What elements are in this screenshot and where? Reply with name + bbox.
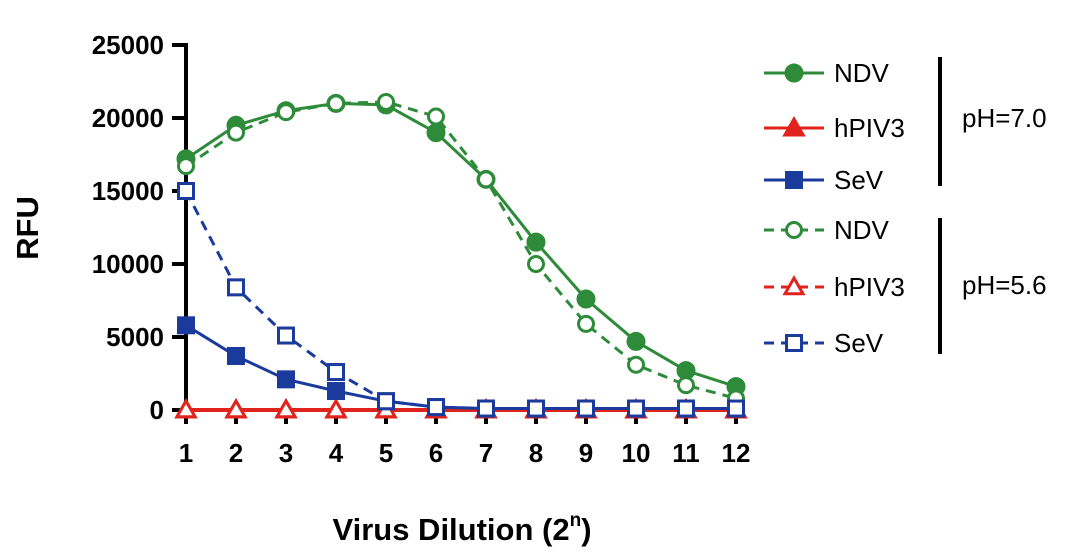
legend-entry: NDV: [764, 58, 890, 88]
data-point: [527, 399, 545, 418]
y-tick-label: 5000: [106, 322, 164, 352]
legend-label: hPIV3: [834, 113, 905, 143]
legend-label: SeV: [834, 328, 884, 358]
data-point: [327, 94, 345, 113]
legend-label: hPIV3: [834, 272, 905, 302]
x-tick-label: 9: [579, 438, 593, 468]
x-tick-label: 1: [179, 438, 193, 468]
x-tick-label: 10: [622, 438, 651, 468]
legend-marker: [782, 115, 806, 137]
x-tick-label: 2: [229, 438, 243, 468]
data-point: [626, 331, 646, 351]
series-line: [185, 100, 737, 400]
data-point: [227, 346, 245, 365]
data-point: [327, 363, 345, 382]
data-point: [377, 92, 395, 111]
series-ndv-ph5-6: [177, 92, 745, 408]
legend-entry: SeV: [764, 165, 884, 195]
data-point: [426, 123, 446, 143]
data-point: [477, 170, 495, 189]
x-tick-label: 6: [429, 438, 443, 468]
legend-label: NDV: [834, 215, 890, 245]
data-point: [277, 103, 295, 122]
data-point: [227, 278, 245, 297]
data-point: [224, 397, 248, 419]
data-point: [577, 399, 595, 418]
legend-group-label: pH=5.6: [962, 270, 1047, 300]
legend-marker: [785, 171, 803, 189]
x-tick-label: 12: [722, 438, 751, 468]
data-point: [627, 355, 645, 374]
data-point: [274, 397, 298, 419]
series-sev-ph5-6: [177, 182, 745, 418]
series-sev-ph7: [177, 316, 745, 418]
data-point: [177, 182, 195, 200]
legend-entry: hPIV3: [764, 272, 905, 302]
x-tick-label: 7: [479, 438, 493, 468]
data-point: [277, 370, 295, 389]
legend-entry: NDV: [764, 215, 890, 245]
legend-marker: [782, 274, 806, 296]
legend-label: NDV: [834, 58, 890, 88]
y-tick-label: 15000: [92, 176, 164, 206]
series-line: [184, 190, 736, 410]
data-point: [577, 314, 595, 333]
data-point: [177, 157, 195, 176]
x-tick-label: 11: [672, 438, 700, 468]
data-point: [277, 326, 295, 345]
data-point: [324, 397, 348, 419]
x-axis-title: Virus Dilution (2n): [332, 510, 591, 547]
data-point: [177, 316, 195, 335]
legend-label: SeV: [834, 165, 884, 195]
data-point: [677, 399, 695, 418]
data-point: [677, 376, 695, 395]
y-tick-label: 0: [150, 395, 164, 425]
series-line: [185, 324, 736, 410]
y-tick-label: 20000: [92, 103, 164, 133]
legend-entry: hPIV3: [764, 113, 905, 143]
data-point: [627, 399, 645, 418]
data-point: [477, 399, 495, 418]
x-tick-label: 3: [279, 438, 293, 468]
legend-entry: SeV: [764, 328, 884, 358]
series-line: [185, 101, 737, 389]
data-point: [427, 398, 445, 417]
legend: NDV hPIV3 SeV NDV hPIV3 SeV pH=7.0 pH=5.6: [764, 57, 1047, 358]
legend-marker: [785, 221, 803, 239]
x-tick-label: 8: [529, 438, 543, 468]
legend-marker: [784, 63, 804, 83]
y-tick-label: 10000: [92, 249, 164, 279]
data-point: [527, 255, 545, 273]
data-point: [576, 289, 596, 309]
y-axis-title: RFU: [10, 196, 45, 260]
y-tick-label: 25000: [92, 30, 164, 60]
series-ndv-ph7: [176, 93, 746, 397]
data-point: [327, 382, 345, 401]
series-layer: [174, 92, 748, 419]
data-point: [427, 107, 445, 126]
x-tick-label: 5: [379, 438, 393, 468]
data-point: [174, 397, 198, 419]
data-point: [227, 123, 245, 142]
legend-group-label: pH=7.0: [962, 103, 1047, 133]
data-point: [526, 232, 546, 252]
legend-marker: [785, 334, 803, 352]
data-point: [377, 392, 395, 411]
x-tick-label: 4: [329, 438, 344, 468]
data-point: [727, 399, 745, 418]
